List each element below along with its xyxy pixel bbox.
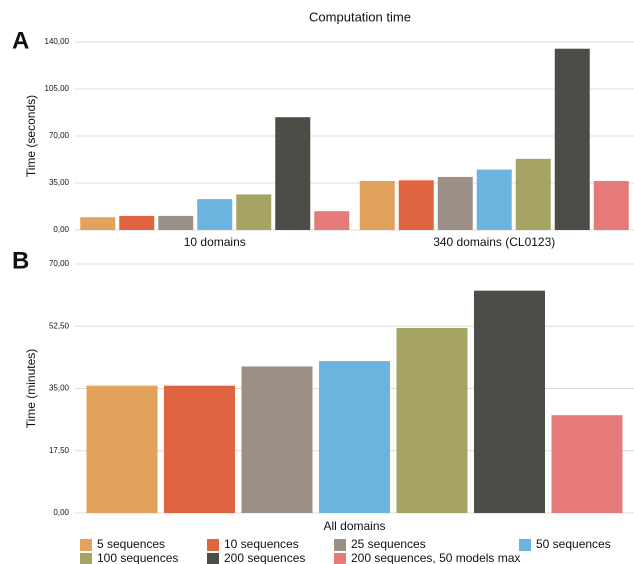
legend-swatch bbox=[80, 539, 92, 551]
y-axis-label: Time (seconds) bbox=[24, 95, 38, 177]
bar bbox=[515, 158, 551, 230]
bar bbox=[476, 169, 512, 230]
y-tick-label: 52,50 bbox=[49, 321, 70, 330]
y-tick-label: 105,00 bbox=[45, 84, 70, 93]
bar bbox=[437, 176, 473, 230]
panel-label: A bbox=[12, 27, 29, 54]
bar bbox=[119, 215, 155, 230]
legend-swatch bbox=[334, 539, 346, 551]
y-tick-label: 0,00 bbox=[53, 225, 69, 234]
x-tick-label: All domains bbox=[323, 519, 385, 533]
bar bbox=[164, 385, 235, 513]
legend-swatch bbox=[207, 553, 219, 564]
legend-swatch bbox=[80, 553, 92, 564]
bar bbox=[275, 117, 311, 230]
bar bbox=[314, 211, 350, 230]
bar bbox=[593, 180, 629, 230]
y-tick-label: 35,00 bbox=[49, 178, 70, 187]
bar bbox=[551, 415, 623, 513]
bar bbox=[80, 217, 116, 230]
bar bbox=[359, 180, 395, 230]
bar bbox=[396, 328, 468, 513]
legend-swatch bbox=[334, 553, 346, 564]
y-tick-label: 0,00 bbox=[53, 508, 69, 517]
legend-label: 5 sequences bbox=[97, 537, 165, 551]
legend-label: 200 sequences, 50 models max bbox=[351, 551, 520, 564]
y-axis-label: Time (minutes) bbox=[24, 349, 38, 429]
bar bbox=[86, 385, 158, 513]
legend-label: 25 sequences bbox=[351, 537, 426, 551]
bar bbox=[474, 290, 545, 513]
bar bbox=[319, 361, 390, 513]
legend-label: 10 sequences bbox=[224, 537, 299, 551]
y-tick-label: 70,00 bbox=[49, 131, 70, 140]
bar bbox=[398, 180, 434, 230]
bar bbox=[236, 194, 272, 230]
panel-label: B bbox=[12, 247, 29, 274]
bar bbox=[197, 199, 233, 230]
y-tick-label: 35,00 bbox=[49, 384, 70, 393]
legend-label: 200 sequences bbox=[224, 551, 305, 564]
bar bbox=[241, 366, 313, 513]
x-tick-label: 10 domains bbox=[184, 235, 246, 249]
x-tick-label: 340 domains (CL0123) bbox=[433, 235, 555, 249]
legend-swatch bbox=[207, 539, 219, 551]
chart-title: Computation time bbox=[309, 9, 411, 24]
bar bbox=[554, 48, 590, 230]
y-tick-label: 70,00 bbox=[49, 259, 70, 268]
y-tick-label: 17,50 bbox=[49, 446, 70, 455]
legend-label: 50 sequences bbox=[536, 537, 611, 551]
bar bbox=[158, 215, 194, 230]
legend-swatch bbox=[519, 539, 531, 551]
legend-label: 100 sequences bbox=[97, 551, 178, 564]
y-tick-label: 140,00 bbox=[45, 37, 70, 46]
